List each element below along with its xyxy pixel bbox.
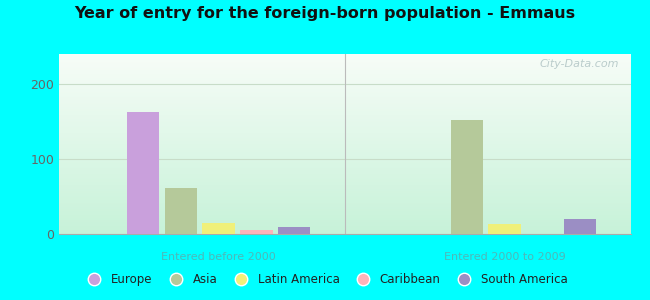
Bar	[127, 112, 159, 234]
Bar	[278, 226, 311, 234]
Bar	[488, 224, 521, 234]
Bar	[564, 219, 597, 234]
Text: Entered 2000 to 2009: Entered 2000 to 2009	[444, 252, 566, 262]
Bar	[450, 120, 483, 234]
Bar	[240, 230, 273, 234]
Text: Year of entry for the foreign-born population - Emmaus: Year of entry for the foreign-born popul…	[75, 6, 575, 21]
Text: Entered before 2000: Entered before 2000	[161, 252, 276, 262]
Text: City-Data.com: City-Data.com	[540, 59, 619, 69]
Legend: Europe, Asia, Latin America, Caribbean, South America: Europe, Asia, Latin America, Caribbean, …	[78, 269, 572, 291]
Bar	[202, 223, 235, 234]
Bar	[164, 188, 197, 234]
